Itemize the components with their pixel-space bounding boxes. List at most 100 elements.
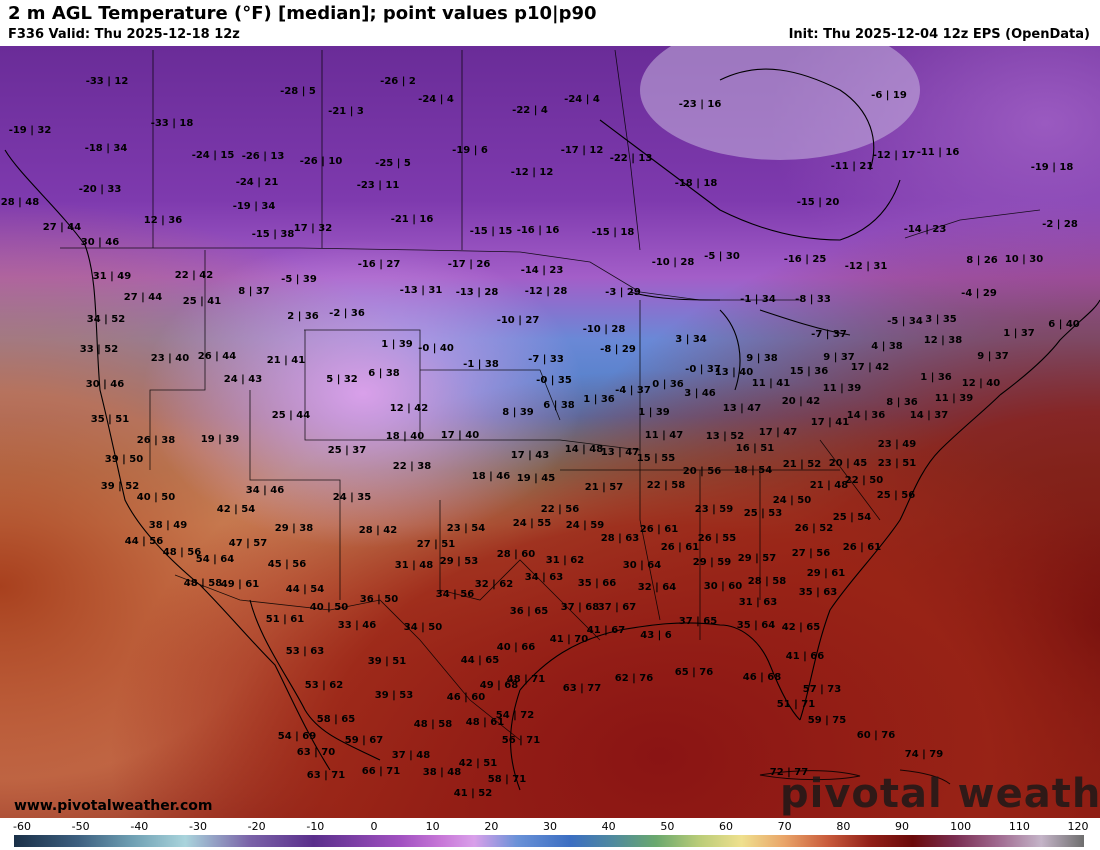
point-value: 31 | 62: [545, 555, 585, 566]
point-value: 29 | 59: [692, 557, 732, 568]
init-time-label: Init: Thu 2025-12-04 12z EPS (OpenData): [788, 27, 1090, 42]
point-value: 59 | 75: [807, 715, 847, 726]
point-value: 47 | 57: [228, 538, 268, 549]
colorbar-tick-label: 10: [425, 820, 440, 833]
point-value: 27 | 51: [416, 539, 456, 550]
point-value: -19 | 6: [452, 145, 488, 156]
point-value: 26 | 52: [794, 523, 834, 534]
point-value: 49 | 68: [479, 680, 519, 691]
point-value: -4 | 37: [615, 385, 651, 396]
point-value: 36 | 65: [509, 606, 549, 617]
point-value: 9 | 37: [823, 352, 855, 363]
point-value: 8 | 36: [886, 397, 918, 408]
point-value: 27 | 56: [791, 548, 831, 559]
map-header: 2 m AGL Temperature (°F) [median]; point…: [0, 0, 1100, 46]
point-value: 25 | 41: [182, 296, 222, 307]
point-value: 48 | 58: [413, 719, 453, 730]
point-value: 30 | 46: [80, 237, 120, 248]
point-value: 14 | 36: [846, 410, 886, 421]
point-value: -7 | 33: [528, 354, 564, 365]
point-value: -28 | 5: [280, 86, 316, 97]
point-value: -2 | 28: [1042, 219, 1078, 230]
point-value: 3 | 46: [684, 388, 716, 399]
point-value: 35 | 51: [90, 414, 130, 425]
point-value: 20 | 42: [781, 396, 821, 407]
point-value: 21 | 41: [266, 355, 306, 366]
point-value: -21 | 16: [390, 214, 434, 225]
point-value: 29 | 53: [439, 556, 479, 567]
point-value: -10 | 27: [496, 315, 540, 326]
point-value: -33 | 18: [150, 118, 194, 129]
point-value: 26 | 44: [197, 351, 237, 362]
point-value: -22 | 13: [609, 153, 653, 164]
colorbar-ramp: [14, 835, 1084, 847]
point-value: -12 | 12: [510, 167, 554, 178]
point-value: 1 | 36: [920, 372, 952, 383]
point-value: 9 | 38: [746, 353, 778, 364]
point-value: 25 | 37: [327, 445, 367, 456]
colorbar-tick-label: -20: [247, 820, 266, 833]
point-value: 32 | 62: [474, 579, 514, 590]
colorbar-tick-label: 0: [370, 820, 378, 833]
point-value: 13 | 40: [714, 367, 754, 378]
point-value: -22 | 4: [512, 105, 548, 116]
point-value: -16 | 25: [783, 254, 827, 265]
point-value: 31 | 48: [394, 560, 434, 571]
point-value: -24 | 4: [564, 94, 600, 105]
point-value: 28 | 42: [358, 525, 398, 536]
point-value: 38 | 48: [422, 767, 462, 778]
colorbar-tick-label: -40: [130, 820, 149, 833]
point-value: -5 | 39: [281, 274, 317, 285]
point-value: 35 | 63: [798, 587, 838, 598]
point-value: 35 | 64: [736, 620, 776, 631]
point-value: 53 | 63: [285, 646, 325, 657]
point-value: 72 | 77: [769, 767, 809, 778]
point-value: 27 | 44: [123, 292, 163, 303]
point-value: -0 | 35: [536, 375, 572, 386]
point-value: 5 | 32: [326, 374, 358, 385]
point-value: 27 | 44: [42, 222, 82, 233]
point-value: 41 | 67: [586, 625, 626, 636]
point-value: 21 | 57: [584, 482, 624, 493]
point-value: 26 | 61: [842, 542, 882, 553]
point-value: 28 | 58: [747, 576, 787, 587]
brand-watermark: pivotal weather: [780, 771, 1100, 817]
point-value: 4 | 38: [871, 341, 903, 352]
point-value: 40 | 50: [309, 602, 349, 613]
point-value: -17 | 12: [560, 145, 604, 156]
point-value: 41 | 52: [453, 788, 493, 799]
point-value: -15 | 38: [251, 229, 295, 240]
point-value: 1 | 36: [583, 394, 615, 405]
point-value: 48 | 58: [183, 578, 223, 589]
site-url: www.pivotalweather.com: [14, 798, 213, 814]
point-value: 21 | 52: [782, 459, 822, 470]
point-value: 6 | 38: [368, 368, 400, 379]
point-value: -16 | 16: [516, 225, 560, 236]
point-value: -19 | 32: [8, 125, 52, 136]
point-value: 15 | 36: [789, 366, 829, 377]
point-value: 40 | 50: [136, 492, 176, 503]
point-value: 17 | 40: [440, 430, 480, 441]
point-value: 28 | 48: [0, 197, 40, 208]
point-value: -19 | 18: [1030, 162, 1074, 173]
point-value: 20 | 56: [682, 466, 722, 477]
point-value: 1 | 39: [381, 339, 413, 350]
temperature-map[interactable]: -33 | 12 -28 | 5 -26 | 2 -24 | 4 -24 | 4 -22 …: [0, 46, 1100, 818]
point-value: 17 | 43: [510, 450, 550, 461]
point-value: -14 | 23: [903, 224, 947, 235]
colorbar-ticks: -60 -50 -40 -30 -20 -10 0 10 20 30 40 50 60 70 80 90 100…: [0, 818, 1100, 834]
colorbar-tick-label: 90: [895, 820, 909, 833]
point-value: 24 | 55: [512, 518, 552, 529]
point-value: 44 | 56: [124, 536, 164, 547]
point-value: 54 | 72: [495, 710, 535, 721]
point-value: -12 | 28: [524, 286, 568, 297]
point-value: 14 | 48: [564, 444, 604, 455]
point-value: -19 | 34: [232, 201, 276, 212]
point-value: 15 | 55: [636, 453, 676, 464]
colorbar-tick-label: 100: [950, 820, 972, 833]
point-value: 37 | 67: [597, 602, 637, 613]
point-value: 6 | 40: [1048, 319, 1080, 330]
point-value: 53 | 62: [304, 680, 344, 691]
point-value: 26 | 55: [697, 533, 737, 544]
coastlines: [4, 68, 1100, 791]
